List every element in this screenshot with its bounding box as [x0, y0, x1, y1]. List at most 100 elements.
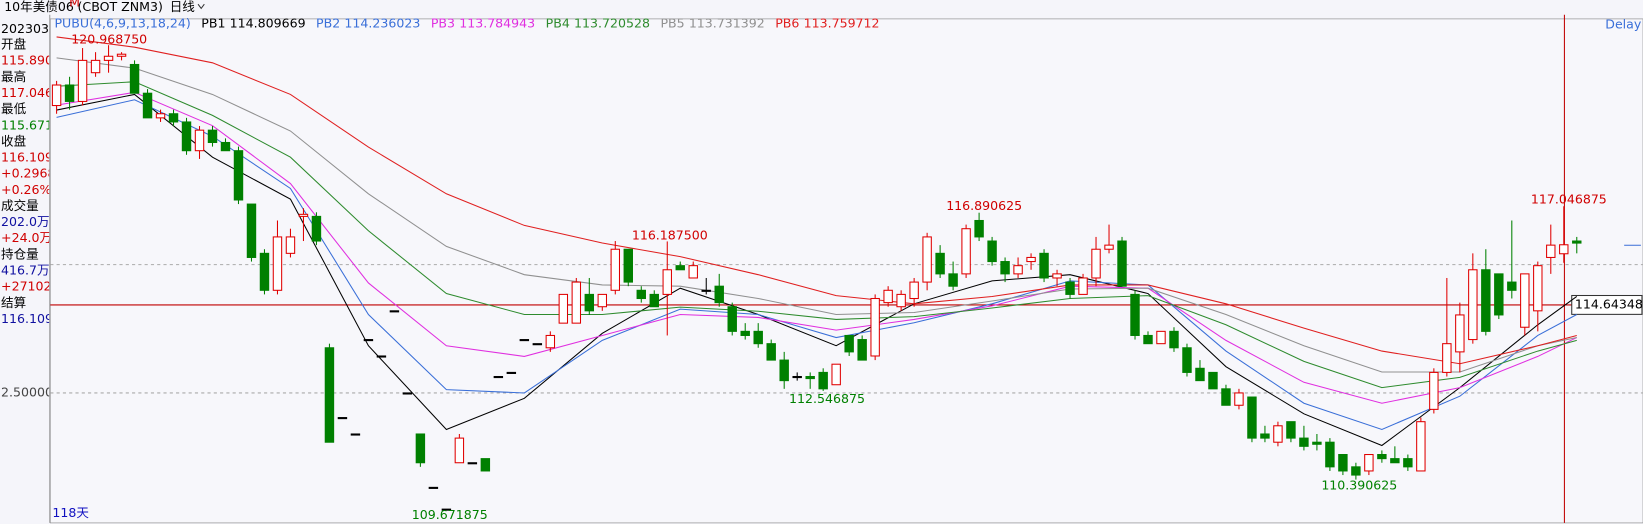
candle-body	[142, 92, 153, 119]
candle-body	[1442, 343, 1452, 373]
candle-body	[1520, 273, 1530, 328]
candle-body	[467, 462, 478, 465]
candle-body	[623, 248, 633, 283]
title-bar: 10年美债06 M (CBOT ZNM3) 日线 Delay	[4, 0, 1642, 32]
candle-body	[649, 293, 659, 308]
info-row: 116.109	[1, 311, 53, 326]
candle-body	[558, 293, 569, 324]
candle-body	[272, 236, 283, 291]
candle-body	[1182, 347, 1192, 373]
candle-body	[1065, 281, 1075, 295]
legend-value: 113.731392	[689, 16, 765, 31]
candle-body	[1416, 421, 1426, 472]
candle-body	[753, 330, 763, 345]
candle-body	[896, 293, 906, 308]
annotations: 120.968750 116.187500 116.890625 117.046…	[71, 31, 1607, 522]
candle-body	[532, 343, 543, 346]
indicator-name: PUBU(4,6,9,13,18,24)	[54, 16, 190, 31]
y-tick-label: 2.500000	[1, 384, 61, 399]
candle-body	[1546, 244, 1556, 258]
candle-body	[961, 228, 971, 275]
info-row: +24.0万	[1, 230, 52, 245]
legend-value: 113.784943	[459, 16, 535, 31]
candle-body	[1234, 392, 1244, 406]
candle-body	[1390, 458, 1400, 464]
candle-body	[1559, 244, 1569, 255]
period[interactable]: 日线	[170, 0, 196, 14]
candle-body	[441, 508, 452, 511]
candle-body	[90, 59, 101, 74]
candle-body	[155, 113, 166, 119]
candle-body	[688, 265, 698, 279]
candle-body	[506, 371, 517, 374]
candle-body	[844, 334, 854, 353]
info-row: +27102	[1, 279, 51, 294]
annotation: 112.546875	[789, 391, 865, 406]
legend-value: 114.809669	[230, 16, 306, 31]
candles	[51, 45, 1582, 511]
ma-line	[56, 93, 1578, 447]
info-row: 202.0万	[1, 214, 50, 229]
candle-body	[129, 63, 140, 94]
candle-body	[805, 375, 815, 380]
candle-body	[181, 121, 192, 152]
candle-body	[402, 392, 413, 395]
candle-body	[636, 289, 646, 300]
candle-body	[1026, 256, 1036, 263]
annotation: 116.187500	[632, 227, 708, 242]
info-row: 115.890	[1, 53, 53, 68]
candle-body	[1156, 330, 1166, 345]
candle-body	[662, 269, 672, 295]
info-row: 成交量	[1, 198, 39, 213]
instrument: 10年美债06	[4, 0, 74, 14]
candle-body	[1325, 441, 1335, 468]
candle-body	[1481, 269, 1491, 332]
candle-body	[1221, 388, 1231, 406]
candle-body	[337, 417, 348, 420]
ma-line	[56, 57, 1577, 373]
info-row: +0.26%	[1, 182, 51, 197]
info-row: 116.109	[1, 150, 53, 165]
candle-body	[1403, 458, 1413, 468]
candle-body	[1429, 371, 1439, 410]
price-label: 114.643486	[1575, 296, 1643, 311]
annotation: 109.671875	[412, 507, 488, 522]
candle-body	[1000, 261, 1010, 275]
candle-body	[1260, 433, 1270, 439]
candle-body	[909, 281, 919, 300]
candle-body	[207, 129, 218, 144]
flag: M	[69, 0, 80, 10]
candle-body	[974, 219, 984, 238]
candle-body	[454, 437, 465, 464]
candle-body	[311, 215, 322, 242]
annotation: 120.968750	[71, 31, 147, 46]
candle-body	[51, 84, 62, 107]
candle-body	[597, 293, 608, 308]
legend-name: PB6	[775, 16, 799, 31]
candle-body	[1572, 240, 1582, 244]
candle-body	[519, 339, 530, 342]
candle-body	[1208, 371, 1218, 390]
candle-body	[64, 84, 75, 102]
dropdown-arrow[interactable]	[197, 3, 205, 10]
candle-body	[233, 150, 244, 201]
info-row: 开盘	[1, 37, 26, 52]
candle-body	[1299, 437, 1309, 447]
candle-body	[324, 347, 335, 443]
candle-body	[246, 203, 257, 258]
candle-body	[1533, 265, 1543, 312]
candle-body	[298, 213, 309, 217]
annotation: 110.390625	[1321, 478, 1397, 493]
candle-body	[792, 375, 802, 379]
candle-body	[571, 281, 582, 324]
candle-body	[1364, 454, 1374, 472]
candle-body	[1494, 273, 1504, 316]
candle-body	[1338, 454, 1348, 472]
annotation: 116.890625	[946, 198, 1022, 213]
legend-value: 113.720528	[574, 16, 650, 31]
info-row: 117.046	[1, 85, 53, 100]
info-row: 最高	[1, 69, 26, 84]
candle-body	[1351, 466, 1361, 476]
candle-body	[1013, 265, 1023, 275]
